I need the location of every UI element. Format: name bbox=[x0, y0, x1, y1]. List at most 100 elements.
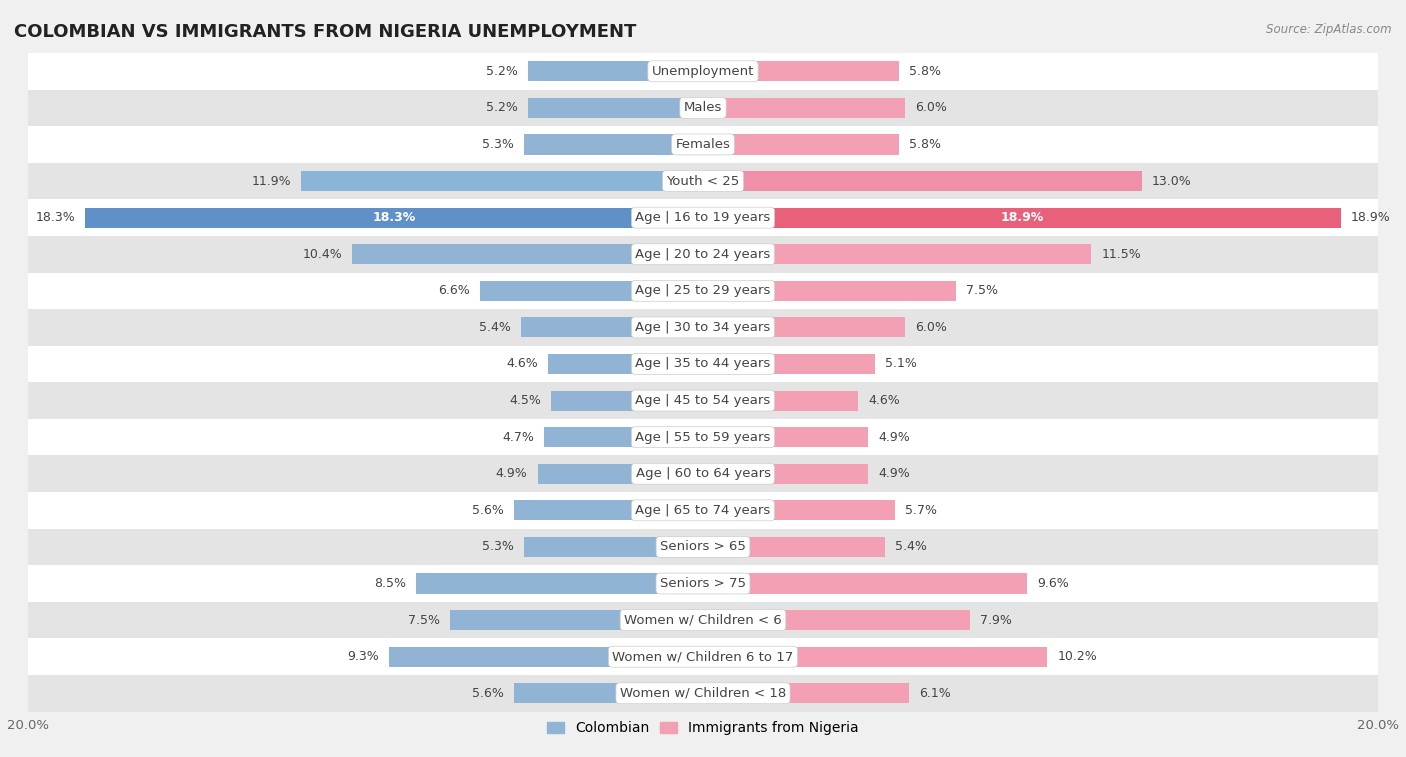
Text: 6.1%: 6.1% bbox=[920, 687, 950, 699]
Bar bbox=[703, 391, 858, 410]
Bar bbox=[703, 135, 898, 154]
Text: 7.9%: 7.9% bbox=[980, 614, 1011, 627]
Bar bbox=[28, 419, 1378, 456]
Bar bbox=[703, 171, 1142, 191]
Text: 6.0%: 6.0% bbox=[915, 101, 948, 114]
Bar bbox=[703, 646, 1047, 667]
Text: 6.0%: 6.0% bbox=[915, 321, 948, 334]
Text: Youth < 25: Youth < 25 bbox=[666, 175, 740, 188]
Bar bbox=[28, 163, 1378, 199]
Bar bbox=[28, 565, 1378, 602]
Bar bbox=[416, 574, 703, 593]
Bar bbox=[544, 427, 703, 447]
Bar bbox=[28, 199, 1378, 236]
Text: 13.0%: 13.0% bbox=[1152, 175, 1191, 188]
Bar bbox=[450, 610, 703, 630]
Text: Age | 35 to 44 years: Age | 35 to 44 years bbox=[636, 357, 770, 370]
Text: Women w/ Children < 18: Women w/ Children < 18 bbox=[620, 687, 786, 699]
Bar bbox=[28, 456, 1378, 492]
Bar bbox=[28, 309, 1378, 346]
Text: 9.3%: 9.3% bbox=[347, 650, 380, 663]
Bar bbox=[389, 646, 703, 667]
Bar bbox=[28, 53, 1378, 89]
Bar bbox=[301, 171, 703, 191]
Bar bbox=[548, 354, 703, 374]
Text: Age | 25 to 29 years: Age | 25 to 29 years bbox=[636, 285, 770, 298]
Text: 9.6%: 9.6% bbox=[1038, 577, 1069, 590]
Bar bbox=[515, 684, 703, 703]
Bar bbox=[28, 236, 1378, 273]
Text: 10.4%: 10.4% bbox=[302, 248, 342, 260]
Text: 7.5%: 7.5% bbox=[966, 285, 998, 298]
Text: 5.3%: 5.3% bbox=[482, 138, 515, 151]
Text: Females: Females bbox=[675, 138, 731, 151]
Bar bbox=[527, 98, 703, 118]
Bar bbox=[28, 528, 1378, 565]
Text: 6.6%: 6.6% bbox=[439, 285, 470, 298]
Text: 4.9%: 4.9% bbox=[879, 467, 910, 480]
Text: Age | 55 to 59 years: Age | 55 to 59 years bbox=[636, 431, 770, 444]
Text: 11.9%: 11.9% bbox=[252, 175, 291, 188]
Text: 5.3%: 5.3% bbox=[482, 540, 515, 553]
Text: Males: Males bbox=[683, 101, 723, 114]
Bar bbox=[703, 574, 1026, 593]
Text: 5.7%: 5.7% bbox=[905, 504, 938, 517]
Text: 4.6%: 4.6% bbox=[869, 394, 900, 407]
Bar bbox=[703, 98, 905, 118]
Text: Age | 45 to 54 years: Age | 45 to 54 years bbox=[636, 394, 770, 407]
Bar bbox=[524, 135, 703, 154]
Text: 5.4%: 5.4% bbox=[896, 540, 927, 553]
Legend: Colombian, Immigrants from Nigeria: Colombian, Immigrants from Nigeria bbox=[541, 716, 865, 741]
Text: Seniors > 75: Seniors > 75 bbox=[659, 577, 747, 590]
Bar bbox=[703, 464, 869, 484]
Bar bbox=[703, 427, 869, 447]
Bar bbox=[28, 89, 1378, 126]
Bar bbox=[515, 500, 703, 520]
Text: Seniors > 65: Seniors > 65 bbox=[659, 540, 747, 553]
Bar bbox=[481, 281, 703, 301]
Bar bbox=[524, 537, 703, 557]
Text: Unemployment: Unemployment bbox=[652, 65, 754, 78]
Bar bbox=[703, 245, 1091, 264]
Bar bbox=[28, 346, 1378, 382]
Bar bbox=[28, 126, 1378, 163]
Bar bbox=[703, 61, 898, 81]
Bar bbox=[86, 207, 703, 228]
Text: Women w/ Children 6 to 17: Women w/ Children 6 to 17 bbox=[613, 650, 793, 663]
Text: 4.9%: 4.9% bbox=[879, 431, 910, 444]
Text: 4.5%: 4.5% bbox=[509, 394, 541, 407]
Text: Source: ZipAtlas.com: Source: ZipAtlas.com bbox=[1267, 23, 1392, 36]
Bar bbox=[703, 317, 905, 338]
Text: 5.6%: 5.6% bbox=[472, 504, 503, 517]
Text: 4.6%: 4.6% bbox=[506, 357, 537, 370]
Bar bbox=[703, 500, 896, 520]
Text: COLOMBIAN VS IMMIGRANTS FROM NIGERIA UNEMPLOYMENT: COLOMBIAN VS IMMIGRANTS FROM NIGERIA UNE… bbox=[14, 23, 637, 41]
Bar bbox=[527, 61, 703, 81]
Text: Age | 30 to 34 years: Age | 30 to 34 years bbox=[636, 321, 770, 334]
Text: 10.2%: 10.2% bbox=[1057, 650, 1097, 663]
Text: Age | 65 to 74 years: Age | 65 to 74 years bbox=[636, 504, 770, 517]
Text: 4.9%: 4.9% bbox=[496, 467, 527, 480]
Bar bbox=[537, 464, 703, 484]
Text: 5.8%: 5.8% bbox=[908, 65, 941, 78]
Bar bbox=[28, 492, 1378, 528]
Text: 5.6%: 5.6% bbox=[472, 687, 503, 699]
Text: 5.1%: 5.1% bbox=[886, 357, 917, 370]
Bar bbox=[352, 245, 703, 264]
Bar bbox=[28, 382, 1378, 419]
Bar bbox=[703, 610, 970, 630]
Bar bbox=[703, 684, 908, 703]
Text: 18.3%: 18.3% bbox=[35, 211, 76, 224]
Text: 11.5%: 11.5% bbox=[1101, 248, 1140, 260]
Text: 5.2%: 5.2% bbox=[485, 65, 517, 78]
Bar bbox=[28, 602, 1378, 638]
Text: Women w/ Children < 6: Women w/ Children < 6 bbox=[624, 614, 782, 627]
Bar bbox=[703, 354, 875, 374]
Bar bbox=[703, 537, 886, 557]
Bar bbox=[28, 675, 1378, 712]
Text: Age | 60 to 64 years: Age | 60 to 64 years bbox=[636, 467, 770, 480]
Text: Age | 20 to 24 years: Age | 20 to 24 years bbox=[636, 248, 770, 260]
Bar bbox=[551, 391, 703, 410]
Text: 8.5%: 8.5% bbox=[374, 577, 406, 590]
Bar bbox=[520, 317, 703, 338]
